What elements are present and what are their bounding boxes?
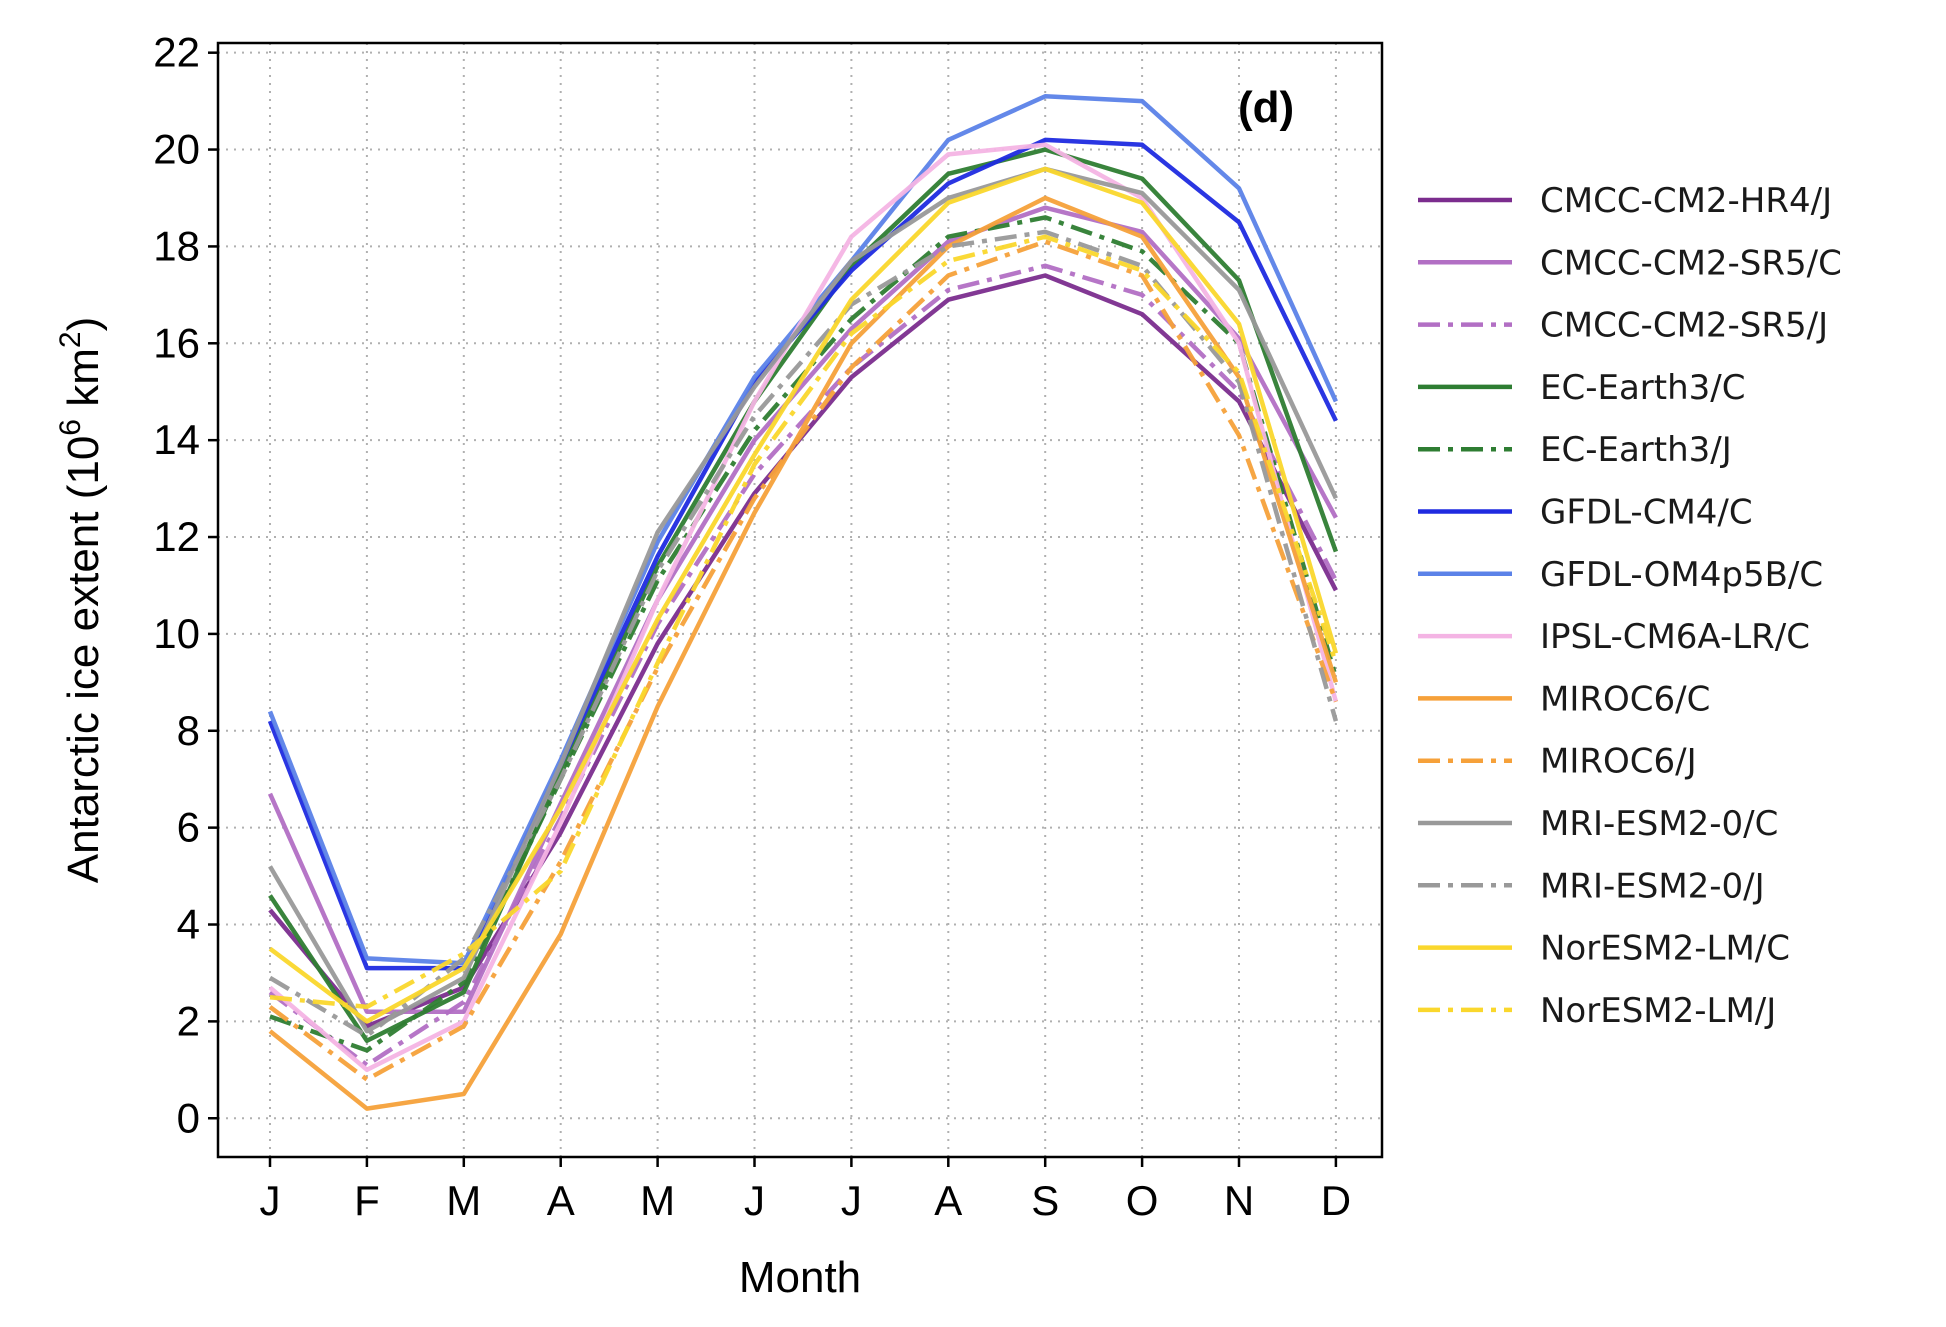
y-tick-label: 4 xyxy=(177,901,200,948)
y-tick-label: 10 xyxy=(153,610,200,657)
x-tick-label: M xyxy=(446,1177,481,1224)
y-axis-title-exp2: 2 xyxy=(54,331,87,348)
x-tick-label: O xyxy=(1126,1177,1159,1224)
x-tick-label: A xyxy=(547,1177,575,1224)
legend-entry: NorESM2-LM/C xyxy=(1418,929,1790,969)
legend-label: MIROC6/C xyxy=(1540,679,1710,719)
y-tick-label: 14 xyxy=(153,416,200,463)
y-tick-label: 6 xyxy=(177,804,200,851)
y-axis: 0 2 4 6 8 10 12 14 16 18 20 22 xyxy=(153,29,218,1141)
legend-entry: GFDL-OM4p5B/C xyxy=(1418,555,1823,595)
series-line-10 xyxy=(268,239,1339,1082)
legend-entry: CMCC-CM2-SR5/C xyxy=(1418,243,1842,283)
legend-label: NorESM2-LM/C xyxy=(1540,929,1790,969)
legend-label: EC-Earth3/J xyxy=(1540,430,1732,470)
y-axis-title: Antarctic ice extent (106 km2) xyxy=(54,317,108,883)
plot-frame xyxy=(216,41,1384,1159)
legend-entry: MIROC6/J xyxy=(1418,742,1697,782)
legend-label: MRI-ESM2-0/J xyxy=(1540,866,1765,906)
legend-entry: GFDL-CM4/C xyxy=(1418,493,1753,533)
x-tick-label: F xyxy=(354,1177,380,1224)
y-tick-label: 12 xyxy=(153,513,200,560)
series-line-13 xyxy=(268,166,1339,1024)
y-axis-title-end: ) xyxy=(59,317,108,332)
legend-label: GFDL-OM4p5B/C xyxy=(1540,555,1823,595)
series-line-11 xyxy=(268,166,1338,1034)
series-line-6 xyxy=(267,137,1338,971)
x-tick-label: M xyxy=(640,1177,675,1224)
y-axis-title-unit: km xyxy=(59,348,108,419)
legend-entry: NorESM2-LM/J xyxy=(1418,991,1776,1031)
legend-label: EC-Earth3/C xyxy=(1540,368,1746,408)
x-axis-title: Month xyxy=(739,1253,861,1302)
y-axis-title-exp1: 6 xyxy=(54,419,87,436)
legend-label: NorESM2-LM/J xyxy=(1540,991,1776,1031)
legend-label: MIROC6/J xyxy=(1540,742,1697,782)
y-tick-label: 16 xyxy=(153,319,200,366)
y-tick-label: 20 xyxy=(153,126,200,173)
legend-label: CMCC-CM2-SR5/C xyxy=(1540,243,1842,283)
legend-entry: CMCC-CM2-HR4/J xyxy=(1418,181,1832,221)
x-tick-label: S xyxy=(1031,1177,1059,1224)
legend-entry: IPSL-CM6A-LR/C xyxy=(1418,617,1810,657)
legend-entry: MRI-ESM2-0/C xyxy=(1418,804,1778,844)
y-tick-label: 22 xyxy=(153,29,200,76)
series-line-9 xyxy=(268,195,1339,1111)
legend-label: MRI-ESM2-0/C xyxy=(1540,804,1778,844)
x-tick-label: J xyxy=(744,1177,765,1224)
x-tick-label: J xyxy=(841,1177,862,1224)
legend-entry: MIROC6/C xyxy=(1418,679,1710,719)
y-axis-title-main: Antarctic ice extent (10 xyxy=(59,436,108,884)
x-tick-label: J xyxy=(260,1177,281,1224)
series-line-14 xyxy=(269,234,1339,1010)
series-lines xyxy=(267,94,1339,1111)
y-tick-label: 0 xyxy=(177,1094,200,1141)
legend: CMCC-CM2-HR4/J CMCC-CM2-SR5/C CMCC-CM2-SR5… xyxy=(1418,181,1842,1031)
series-line-1 xyxy=(268,273,1338,1029)
legend-label: IPSL-CM6A-LR/C xyxy=(1540,617,1810,657)
legend-label: CMCC-CM2-HR4/J xyxy=(1540,181,1832,221)
legend-label: CMCC-CM2-SR5/J xyxy=(1540,306,1828,346)
legend-entry: MRI-ESM2-0/J xyxy=(1418,866,1765,906)
legend-label: GFDL-CM4/C xyxy=(1540,493,1753,533)
grid xyxy=(218,43,1382,1157)
panel-tag: (d) xyxy=(1238,83,1294,132)
y-tick-label: 8 xyxy=(177,707,200,754)
y-tick-label: 2 xyxy=(177,997,200,1044)
legend-entry: EC-Earth3/C xyxy=(1418,368,1746,408)
series-line-4 xyxy=(268,147,1339,1044)
legend-entry: EC-Earth3/J xyxy=(1418,430,1732,470)
legend-entry: CMCC-CM2-SR5/J xyxy=(1418,306,1828,346)
y-tick-label: 18 xyxy=(153,222,200,269)
x-tick-label: N xyxy=(1224,1177,1254,1224)
x-tick-label: A xyxy=(934,1177,962,1224)
series-line-3 xyxy=(268,263,1338,1068)
x-tick-label: D xyxy=(1321,1177,1351,1224)
